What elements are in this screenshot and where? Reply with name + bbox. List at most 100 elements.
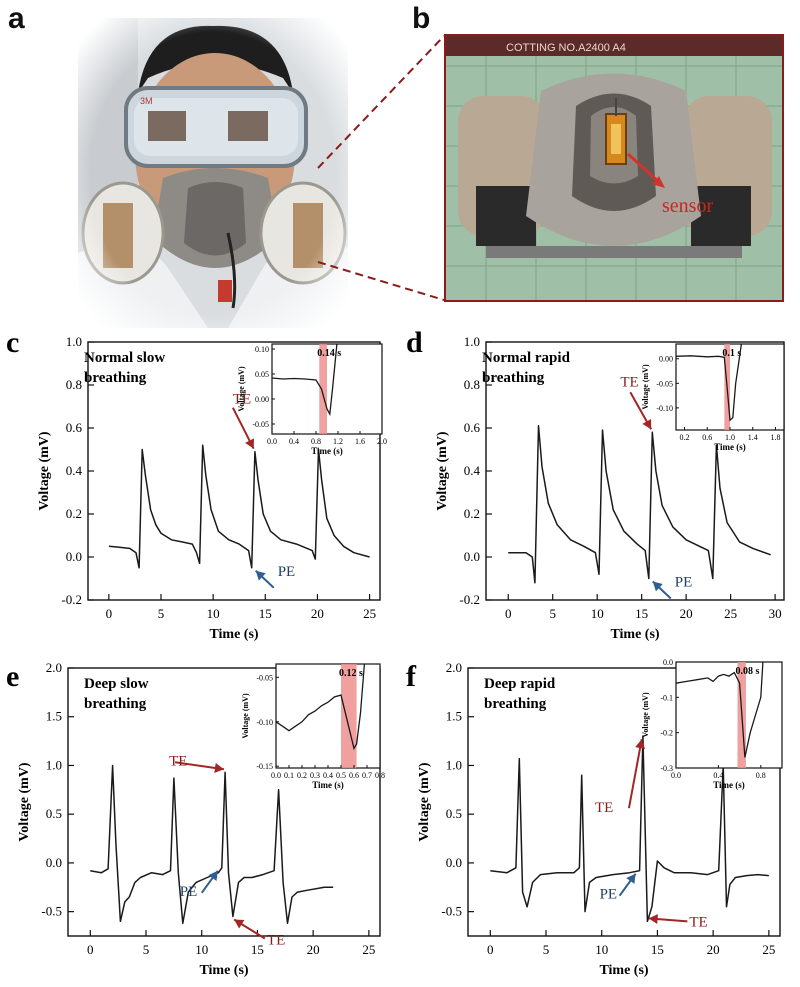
- y-tick-label: 0.4: [464, 463, 481, 478]
- annotation-arrow-te: [627, 739, 646, 809]
- y-tick-label: 2.0: [46, 660, 62, 675]
- y-tick-label: 0.5: [46, 806, 62, 821]
- y-tick-label: -0.2: [61, 592, 82, 607]
- annotation-label-te: TE: [689, 914, 707, 930]
- cutting-mat-header: COTTING NO.A2400 A4: [506, 42, 626, 54]
- x-tick-label: 25: [762, 942, 775, 957]
- y-tick-label: 1.0: [66, 334, 82, 349]
- x-tick-label: 5: [543, 942, 550, 957]
- x-axis-label: Time (s): [610, 627, 659, 642]
- inset-y-axis-label: Voltage (mV): [241, 693, 250, 739]
- annotation-arrow-pe: [200, 870, 219, 894]
- y-tick-label: -0.2: [459, 592, 480, 607]
- x-tick-label: 15: [259, 606, 272, 621]
- inset-x-tick-label: 0.0: [271, 771, 281, 780]
- inset-x-axis-label: Time (s): [714, 442, 746, 452]
- y-tick-label: 0.2: [464, 506, 480, 521]
- x-tick-label: 10: [195, 942, 208, 957]
- inset-x-tick-label: 0.6: [702, 433, 712, 442]
- inset-x-tick-label: 0.4: [323, 771, 333, 780]
- inset-highlight: [319, 344, 327, 434]
- annotation-label-pe: PE: [278, 564, 296, 580]
- y-tick-label: -0.5: [41, 904, 62, 919]
- mask-wearer-illustration: 3M: [78, 18, 348, 328]
- x-tick-label: 10: [591, 606, 604, 621]
- y-tick-label: 1.0: [464, 334, 480, 349]
- x-tick-label: 15: [251, 942, 264, 957]
- x-tick-label: 20: [680, 606, 693, 621]
- inset-plot: 0.08 s 0.0 0.4 0.8 0.0 -0.1 -0.2 -0.3 Time (s) Vo…: [641, 658, 783, 790]
- inset-highlight-label: 0.12 s: [339, 668, 363, 679]
- x-axis-label: Time (s): [209, 627, 258, 642]
- annotation-label-te: TE: [169, 753, 187, 769]
- inset-x-tick-label: 0.3: [310, 771, 320, 780]
- x-tick-label: 0: [487, 942, 494, 957]
- y-tick-label: 0.0: [464, 549, 480, 564]
- inset-y-tick-label: -0.05: [256, 673, 273, 682]
- x-tick-label: 30: [769, 606, 782, 621]
- inset-plot: 0.12 s 0.0 0.1 0.2 0.3 0.4 0.5 0.6 0.7 0.8 -0.05 -0…: [241, 663, 385, 790]
- chart-title: Normal rapid breathing: [482, 350, 571, 386]
- series-line: [90, 764, 334, 925]
- inset-y-axis-label: Voltage (mV): [237, 366, 246, 412]
- x-tick-label: 10: [207, 606, 220, 621]
- inset-x-tick-label: 0.5: [336, 771, 346, 780]
- x-axis-label: Time (s): [199, 963, 248, 978]
- inset-series-line: [275, 663, 366, 751]
- annotation-label-te: TE: [595, 800, 613, 816]
- annotation-label-pe: PE: [675, 575, 693, 591]
- inset-highlight-label: 0.08 s: [735, 666, 759, 677]
- annotation-arrow-te: [233, 918, 266, 940]
- x-tick-label: 5: [158, 606, 165, 621]
- inset-x-tick-label: 0.1: [284, 771, 294, 780]
- x-axis-label: Time (s): [599, 963, 648, 978]
- inset-x-tick-label: 1.4: [748, 433, 758, 442]
- chart-svg-e: e 0 5 10 15 20 25 -0.5 0.0 0.5 1.0 1.5 2.0 Time (s) Vo…: [6, 660, 385, 978]
- chart-panel-c: c 0 5 10 15 20 25 -0.2 0.0 0.2 0.4 0.6 0.8 1.0 Time (s…: [0, 316, 400, 650]
- inset-x-tick-label: 0.2: [297, 771, 307, 780]
- inset-x-tick-label: 0.0: [267, 437, 277, 446]
- inset-x-tick-label: 0.2: [680, 433, 690, 442]
- x-tick-label: 20: [311, 606, 324, 621]
- x-tick-label: 0: [505, 606, 512, 621]
- y-tick-label: 0.8: [66, 377, 82, 392]
- y-axis-label: Voltage (mV): [417, 762, 432, 842]
- inset-plot: 0.1 s 0.2 0.6 1.0 1.4 1.8 0.00 -0.05 -0.10 Time (…: [641, 343, 785, 452]
- inset-x-tick-label: 1.8: [770, 433, 780, 442]
- inset-x-tick-label: 1.2: [333, 437, 343, 446]
- inset-y-axis-label: Voltage (mV): [641, 364, 650, 410]
- inset-highlight-label: 0.14 s: [317, 348, 341, 359]
- inset-highlight: [341, 664, 357, 768]
- chart-title: Deep rapid breathing: [484, 676, 556, 712]
- inset-y-tick-label: -0.05: [252, 420, 269, 429]
- annotation-arrow-te: [174, 761, 225, 773]
- annotation-label-te: TE: [267, 933, 285, 949]
- inset-series-line: [675, 343, 743, 422]
- y-tick-label: 0.0: [446, 855, 462, 870]
- y-tick-label: 0.2: [66, 506, 82, 521]
- inset-y-tick-label: -0.10: [656, 404, 673, 413]
- annotation-arrow-te: [629, 391, 653, 430]
- inset-x-tick-label: 0.8: [756, 771, 766, 780]
- x-tick-label: 15: [635, 606, 648, 621]
- y-tick-label: 0.5: [446, 806, 462, 821]
- inset-frame: [275, 663, 381, 769]
- series-line: [490, 735, 769, 923]
- inset-y-tick-label: -0.15: [256, 762, 273, 771]
- chart-svg-c: c 0 5 10 15 20 25 -0.2 0.0 0.2 0.4 0.6 0.8 1.0 Time (s…: [6, 326, 387, 642]
- y-tick-label: 1.5: [46, 709, 62, 724]
- x-tick-label: 10: [595, 942, 608, 957]
- chart-svg-f: f 0 5 10 15 20 25 -0.5 0.0 0.5 1.0 1.5 2.0 Time (s) Vo…: [406, 658, 783, 978]
- photo-mask-wearer: 3M: [78, 18, 348, 328]
- x-tick-label: 20: [707, 942, 720, 957]
- panel-letter-e: e: [6, 660, 19, 693]
- inset-y-tick-label: -0.1: [660, 693, 673, 702]
- inset-y-tick-label: -0.2: [660, 729, 673, 738]
- inset-x-axis-label: Time (s): [713, 780, 745, 790]
- inset-x-tick-label: 0.6: [349, 771, 359, 780]
- x-tick-label: 25: [363, 606, 376, 621]
- inset-x-tick-label: 0.4: [713, 771, 723, 780]
- inset-x-tick-label: 0.8: [375, 771, 385, 780]
- annotation-label-pe: PE: [180, 884, 198, 900]
- inset-frame: [675, 661, 783, 769]
